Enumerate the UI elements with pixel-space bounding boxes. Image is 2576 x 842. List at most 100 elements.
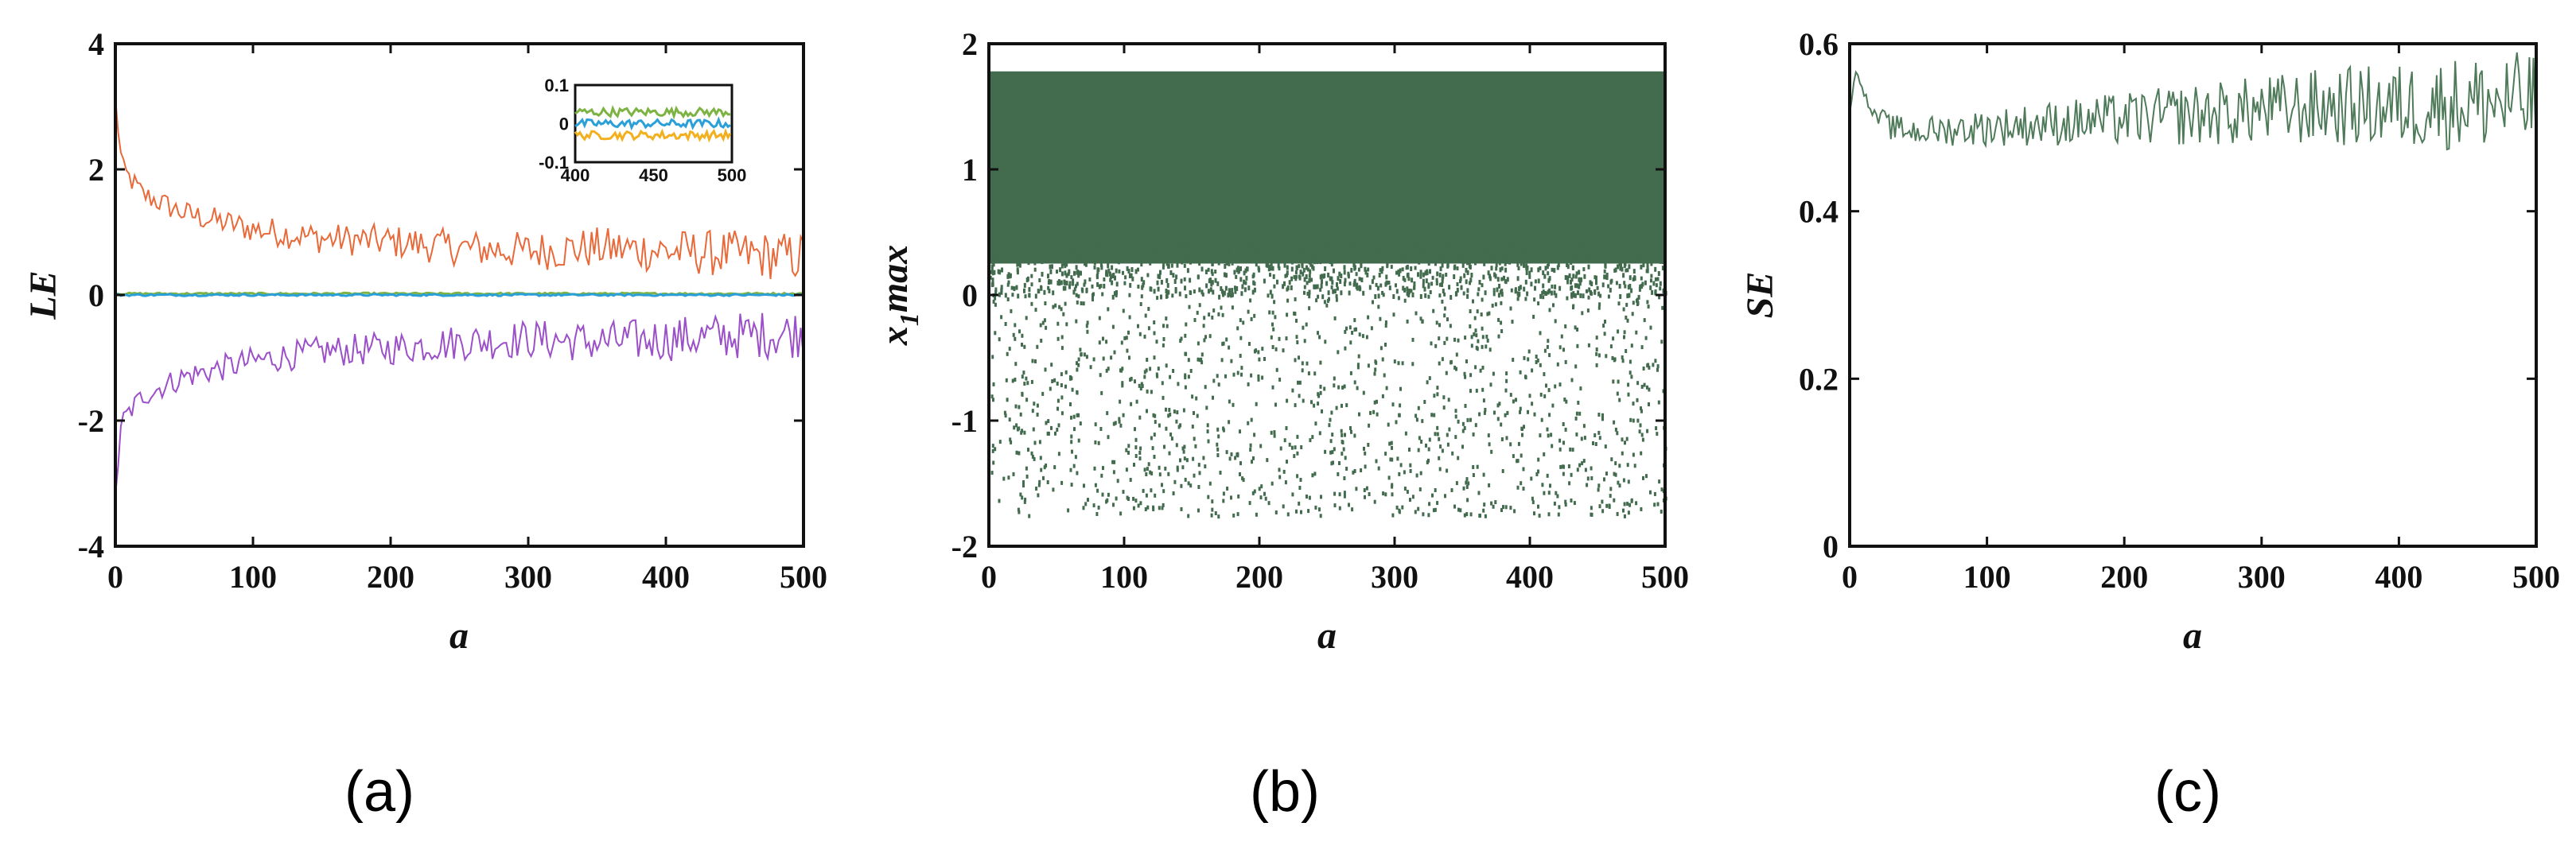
maxima-point: [1251, 274, 1255, 279]
maxima-point: [1047, 285, 1050, 290]
maxima-point: [1161, 381, 1164, 386]
maxima-point: [1046, 239, 1049, 244]
maxima-point: [1422, 283, 1425, 289]
maxima-point: [1301, 361, 1304, 366]
maxima-point: [1103, 283, 1106, 289]
maxima-point: [1137, 285, 1140, 289]
maxima-point: [1460, 285, 1463, 290]
maxima-point: [1538, 239, 1541, 244]
maxima-point: [1049, 249, 1053, 254]
maxima-point: [1446, 433, 1449, 437]
maxima-point: [1509, 393, 1512, 398]
maxima-point: [1333, 316, 1337, 320]
maxima-point: [1022, 480, 1025, 484]
maxima-point: [1288, 280, 1291, 285]
maxima-point: [1064, 264, 1067, 269]
maxima-point: [1570, 378, 1574, 382]
maxima-point: [1128, 274, 1131, 278]
maxima-point: [1158, 245, 1161, 250]
maxima-point: [1240, 366, 1243, 371]
maxima-point: [1661, 266, 1664, 271]
maxima-point: [1523, 262, 1525, 268]
maxima-point: [1126, 266, 1129, 271]
maxima-point: [1302, 248, 1305, 254]
panel-c-ylabel: SE: [1739, 272, 1781, 319]
maxima-point: [1431, 258, 1434, 263]
maxima-point: [1181, 446, 1185, 451]
maxima-point: [1094, 257, 1097, 262]
maxima-point: [1466, 288, 1469, 293]
maxima-point: [1652, 363, 1655, 367]
maxima-point: [1282, 469, 1286, 474]
maxima-point: [1018, 329, 1021, 334]
maxima-point: [1044, 367, 1047, 372]
maxima-point: [1220, 358, 1224, 363]
maxima-point: [1284, 239, 1287, 245]
maxima-point: [1436, 246, 1439, 252]
maxima-point: [1166, 283, 1169, 288]
maxima-point: [1310, 400, 1313, 405]
maxima-point: [1356, 365, 1360, 370]
maxima-point: [1470, 343, 1473, 348]
maxima-point: [1058, 240, 1061, 246]
maxima-point: [1211, 261, 1214, 266]
maxima-point: [1114, 421, 1117, 425]
maxima-point: [1197, 254, 1200, 259]
maxima-point: [989, 275, 992, 280]
maxima-point: [1248, 501, 1251, 506]
maxima-point: [1236, 452, 1239, 456]
maxima-point: [1654, 359, 1657, 363]
maxima-point: [1054, 241, 1057, 246]
maxima-point: [1301, 263, 1304, 269]
maxima-point: [1163, 444, 1165, 449]
maxima-point: [1063, 261, 1066, 266]
maxima-point: [1068, 257, 1071, 262]
maxima-point: [1030, 282, 1033, 287]
maxima-point: [1077, 363, 1080, 367]
maxima-point: [1646, 429, 1649, 433]
inset-marks: 400 450 500-0.100.1: [539, 76, 746, 185]
maxima-point: [1270, 262, 1273, 267]
maxima-point: [1107, 492, 1110, 497]
maxima-point: [1583, 436, 1586, 440]
maxima-point: [1092, 292, 1095, 297]
maxima-point: [1184, 333, 1187, 338]
maxima-point: [1165, 289, 1168, 293]
maxima-point: [1011, 378, 1014, 383]
maxima-point: [1500, 266, 1504, 271]
maxima-point: [1162, 254, 1165, 259]
maxima-point: [1195, 396, 1198, 401]
maxima-point: [1519, 285, 1522, 290]
maxima-point: [1623, 514, 1626, 518]
maxima-point: [998, 337, 1001, 342]
maxima-point: [1064, 285, 1067, 291]
maxima-point: [1012, 471, 1015, 476]
maxima-point: [1660, 487, 1664, 492]
maxima-point: [1122, 270, 1124, 275]
maxima-point: [1496, 287, 1499, 293]
maxima-point: [1642, 475, 1644, 480]
maxima-point: [1399, 463, 1403, 468]
maxima-point: [1098, 246, 1101, 251]
maxima-point: [1172, 369, 1175, 373]
maxima-point: [1227, 293, 1230, 298]
maxima-point: [1147, 462, 1150, 467]
maxima-point: [1469, 277, 1473, 283]
maxima-point: [1184, 385, 1187, 390]
maxima-point: [1484, 514, 1487, 518]
maxima-point: [1025, 316, 1028, 320]
maxima-point: [1456, 246, 1458, 251]
maxima-point: [1582, 424, 1586, 429]
maxima-point: [1391, 492, 1394, 497]
maxima-point: [1187, 374, 1190, 379]
maxima-point: [1586, 308, 1590, 312]
maxima-point: [1457, 256, 1461, 262]
maxima-point: [1541, 290, 1544, 295]
maxima-point: [1191, 250, 1194, 255]
maxima-point: [1370, 326, 1373, 331]
maxima-point: [1652, 281, 1656, 286]
maxima-point: [1661, 253, 1664, 258]
maxima-point: [1532, 314, 1535, 319]
maxima-point: [1312, 266, 1315, 271]
maxima-point: [1189, 483, 1193, 488]
